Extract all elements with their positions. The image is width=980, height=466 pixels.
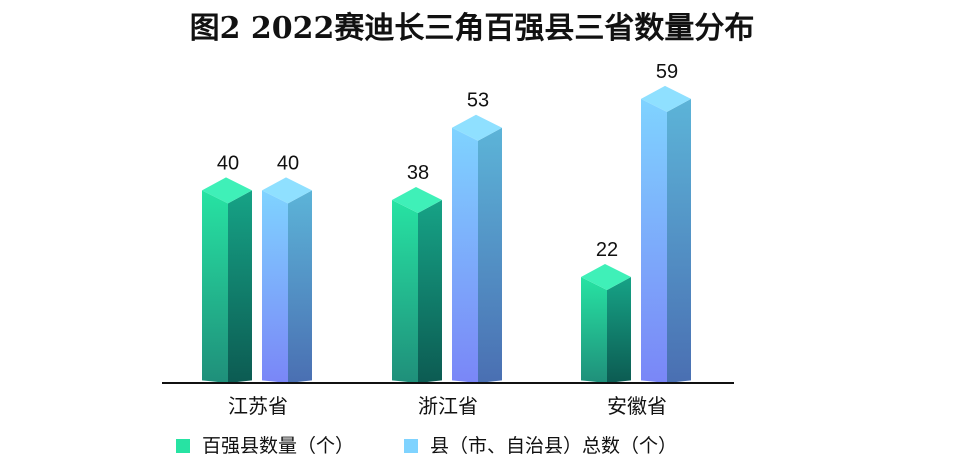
bar-side-face [228, 190, 252, 383]
bar-series-2-0 [262, 177, 312, 383]
bar-side-face [478, 127, 502, 383]
legend-label-series-1: 百强县数量（个） [202, 435, 354, 457]
bar-front-face [392, 199, 418, 383]
value-label-series-2-0: 40 [277, 152, 299, 174]
value-label-series-1-0: 40 [217, 152, 239, 174]
bar-front-face [581, 277, 607, 383]
bar-front-face [641, 98, 667, 384]
category-label-2: 安徽省 [607, 394, 667, 418]
value-label-series-1-2: 22 [596, 239, 618, 261]
category-labels-layer: 江苏省 浙江省 安徽省 [228, 394, 667, 418]
value-labels-layer: 40 40 38 53 22 59 [217, 61, 678, 261]
chart-title: 图2 2022赛迪长三角百强县三省数量分布 [190, 11, 755, 46]
legend-label-series-2: 县（市、自治县）总数（个） [430, 435, 677, 457]
bar-top-cap [641, 85, 691, 112]
legend: 百强县数量（个） 县（市、自治县）总数（个） [176, 435, 677, 457]
bar-series-1-1 [392, 186, 442, 383]
bar-side-face [667, 98, 691, 384]
bar-front-face [262, 190, 288, 383]
legend-swatch-series-2 [404, 439, 418, 453]
legend-swatch-series-1 [176, 439, 190, 453]
bar-top-cap [392, 186, 442, 213]
category-label-1: 浙江省 [418, 394, 478, 418]
bar-front-face [452, 127, 478, 383]
bar-series-1-2 [581, 264, 631, 383]
bar-series-1-0 [202, 177, 252, 383]
value-label-series-2-2: 59 [656, 61, 678, 83]
bar-side-face [607, 277, 631, 383]
bar-front-face [202, 190, 228, 383]
bar-top-cap [202, 177, 252, 204]
bar-top-cap [262, 177, 312, 204]
category-label-0: 江苏省 [228, 394, 288, 418]
bar-top-cap [581, 264, 631, 291]
value-label-series-2-1: 53 [467, 90, 489, 112]
bar-side-face [418, 199, 442, 383]
bar-top-cap [452, 114, 502, 141]
bars-layer [202, 85, 691, 384]
value-label-series-1-1: 38 [407, 162, 429, 184]
bar-series-2-2 [641, 85, 691, 384]
bar-series-2-1 [452, 114, 502, 383]
bar-side-face [288, 190, 312, 383]
